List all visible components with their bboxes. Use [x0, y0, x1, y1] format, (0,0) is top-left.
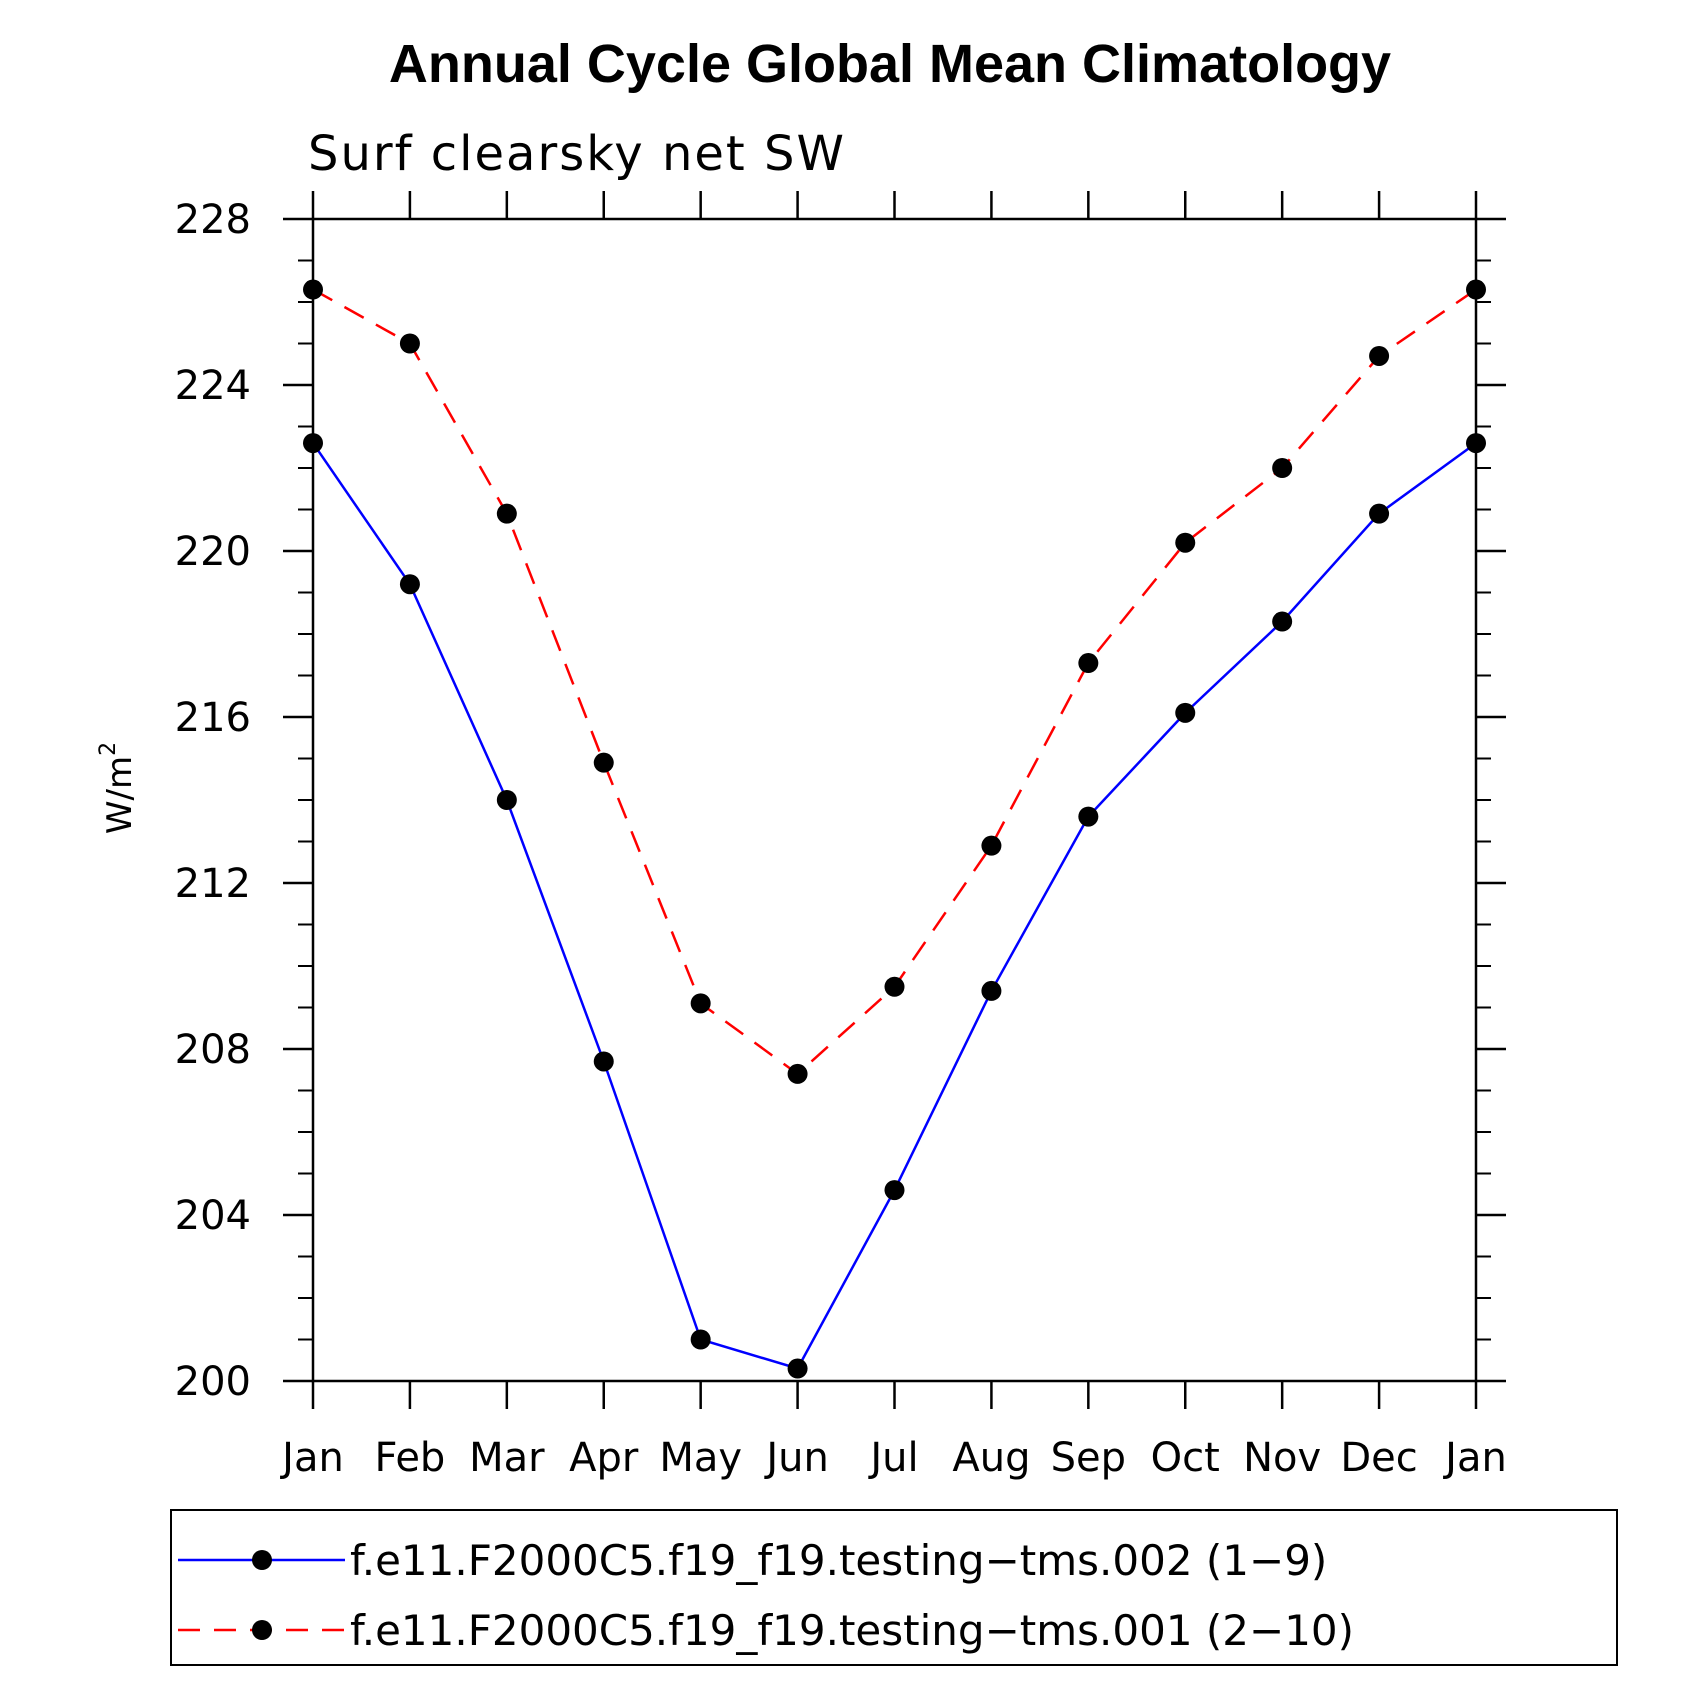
series-2-point	[787, 1063, 808, 1084]
series-1-point	[399, 574, 420, 595]
plot-frame	[311, 217, 1478, 1383]
series-2-point	[496, 503, 517, 524]
series-2-point	[1369, 345, 1390, 366]
x-tick-label: May	[659, 1435, 742, 1481]
x-tick-label: Jun	[763, 1435, 829, 1481]
series-line-1	[311, 442, 1477, 1370]
series-2-point	[1272, 458, 1293, 478]
series-1-point	[981, 980, 1002, 1001]
x-tick-label: Sep	[1051, 1435, 1126, 1481]
legend-label-1: f.e11.F2000C5.f19_f19.testing−tms.002 (1…	[350, 1536, 1327, 1585]
legend-entry-2: f.e11.F2000C5.f19_f19.testing−tms.001 (2…	[178, 1606, 1354, 1655]
x-tick-label: Apr	[569, 1435, 639, 1481]
legend-marker-1	[252, 1550, 272, 1570]
series-1-point	[1078, 806, 1099, 827]
series-2-point	[399, 333, 420, 354]
series-2-point	[1175, 532, 1196, 553]
y-tick-label: 228	[175, 197, 251, 243]
y-tick-label: 220	[175, 529, 251, 575]
series-1-point	[496, 790, 517, 810]
series-2-point	[884, 976, 905, 997]
series-2-point	[303, 279, 323, 300]
x-tick-label: Jan	[279, 1435, 344, 1481]
y-axis-label: W/m2	[96, 742, 140, 834]
legend-box	[170, 1509, 1618, 1666]
x-tick-label: Jan	[1442, 1435, 1507, 1481]
series-2-point	[690, 993, 711, 1014]
series-2-point	[981, 835, 1002, 856]
series-1-point	[1175, 702, 1196, 723]
series-1-point	[1272, 611, 1293, 632]
series-2-point	[1078, 653, 1099, 674]
series-1-point	[884, 1180, 905, 1201]
series-1-point	[1466, 433, 1486, 454]
y-tick-label: 204	[175, 1193, 251, 1239]
x-tick-label: Feb	[375, 1435, 446, 1481]
x-tick-label: Jul	[867, 1435, 918, 1481]
y-tick-label: 224	[175, 363, 251, 409]
svg-text:W/m2: W/m2	[96, 742, 140, 834]
y-tick-label: 208	[175, 1027, 251, 1073]
legend-marker-2	[252, 1620, 272, 1640]
series-layer	[303, 279, 1486, 1379]
x-tick-label: Aug	[952, 1435, 1030, 1481]
x-tick-label: Nov	[1243, 1435, 1321, 1481]
series-2-point	[593, 752, 614, 773]
y-axis-label-superscript: 2	[96, 742, 121, 756]
x-tick-label: Dec	[1340, 1435, 1417, 1481]
x-tick-label: Oct	[1151, 1435, 1220, 1481]
y-axis-label-text: W/m	[100, 756, 140, 834]
legend-label-2: f.e11.F2000C5.f19_f19.testing−tms.001 (2…	[350, 1606, 1354, 1655]
series-1-point	[690, 1329, 711, 1350]
y-tick-label: 216	[175, 695, 251, 741]
series-line-2	[312, 288, 1477, 1076]
series-1-point	[593, 1051, 614, 1072]
legend-entry-1: f.e11.F2000C5.f19_f19.testing−tms.002 (1…	[178, 1536, 1327, 1585]
y-tick-label: 200	[175, 1359, 251, 1405]
series-1-point	[787, 1358, 808, 1379]
x-tick-label: Mar	[469, 1435, 545, 1481]
series-2-point	[1466, 279, 1486, 300]
y-tick-label: 212	[175, 861, 251, 907]
plot-axes: 200 204 208 212 216 220 224 228 Jan Feb Mar Apr May J…	[175, 191, 1507, 1481]
chart-subtitle: Surf clearsky net SW	[308, 126, 846, 182]
series-1-point	[1369, 503, 1390, 524]
series-1-point	[303, 433, 323, 454]
chart-title: Annual Cycle Global Mean Climatology	[389, 34, 1391, 94]
